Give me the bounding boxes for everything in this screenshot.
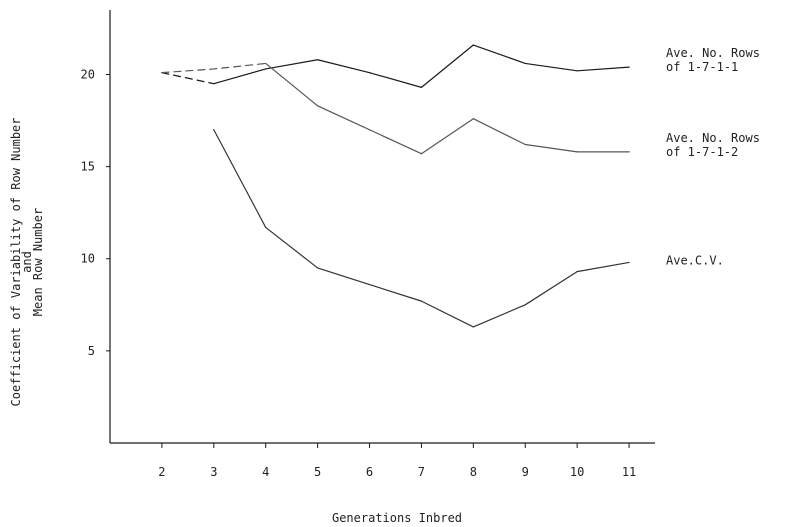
data-point	[472, 118, 474, 120]
series-line-dashed	[161, 62, 267, 74]
series-3	[213, 129, 630, 328]
data-point	[368, 283, 371, 286]
series-label: Ave. No. Rows of 1-7-1-2	[666, 131, 760, 159]
x-tick-label: 10	[570, 465, 584, 479]
x-tick-label: 7	[418, 465, 425, 479]
data-point	[628, 261, 630, 264]
x-tick-label: 9	[522, 465, 529, 479]
data-point	[472, 44, 474, 46]
y-tick-label: 15	[81, 160, 95, 174]
series-label-line: Ave. No. Rows	[666, 131, 760, 145]
series-line	[213, 44, 630, 88]
data-point	[472, 326, 474, 328]
y-tick-label: 20	[81, 67, 95, 81]
series-label-line: of 1-7-1-2	[666, 145, 738, 159]
y-axis-title-line: and	[20, 251, 34, 273]
series-label: Ave.C.V.	[666, 253, 724, 267]
data-point	[628, 151, 630, 153]
series-label-line: of 1-7-1-1	[666, 60, 738, 74]
data-point	[368, 129, 371, 131]
data-point	[317, 267, 319, 269]
x-tick-label: 11	[622, 465, 636, 479]
x-tick-label: 6	[366, 465, 373, 479]
x-tick-label: 5	[314, 465, 321, 479]
data-point	[317, 59, 319, 61]
x-tick-label: 4	[262, 465, 269, 479]
data-point	[420, 86, 423, 88]
data-point	[161, 72, 163, 74]
data-point	[317, 105, 319, 107]
series-line	[265, 62, 630, 155]
data-point	[524, 62, 526, 65]
series-line	[213, 129, 630, 328]
y-tick-label: 5	[88, 344, 95, 358]
y-axis-ticks: 5 10 15 20	[81, 67, 110, 358]
series-label: Ave. No. Rows of 1-7-1-1	[666, 46, 760, 74]
data-point	[524, 304, 526, 306]
y-axis-title-line: Coefficient of Variability of Row Number	[9, 118, 23, 407]
y-tick-label: 10	[81, 252, 95, 266]
x-axis-title: Generations Inbred	[332, 511, 462, 525]
data-point	[420, 153, 423, 155]
series-layer	[161, 44, 630, 328]
series-1	[161, 44, 630, 88]
data-point	[368, 72, 371, 74]
data-point	[265, 62, 267, 65]
series-label-line: Ave.C.V.	[666, 253, 724, 267]
series-line-dashed	[161, 72, 215, 85]
series-label-line: Ave. No. Rows	[666, 46, 760, 60]
data-point	[213, 129, 215, 131]
data-point	[265, 68, 267, 70]
x-tick-label: 3	[210, 465, 217, 479]
x-axis-ticks: 2 3 4 5 6 7 8 9 10 11	[158, 443, 636, 479]
data-point	[576, 151, 578, 153]
x-tick-label: 2	[158, 465, 165, 479]
x-tick-label: 8	[470, 465, 477, 479]
data-point	[213, 83, 215, 85]
data-point	[265, 226, 267, 229]
data-point	[420, 300, 423, 302]
axes	[109, 10, 655, 444]
y-axis-title-line: Mean Row Number	[31, 208, 45, 316]
data-point	[524, 143, 526, 146]
data-point	[576, 271, 578, 273]
data-point	[576, 70, 578, 72]
series-2	[161, 62, 630, 155]
y-axis-title: Coefficient of Variability of Row Number…	[9, 118, 45, 407]
data-point	[628, 66, 630, 68]
data-point	[213, 68, 215, 70]
